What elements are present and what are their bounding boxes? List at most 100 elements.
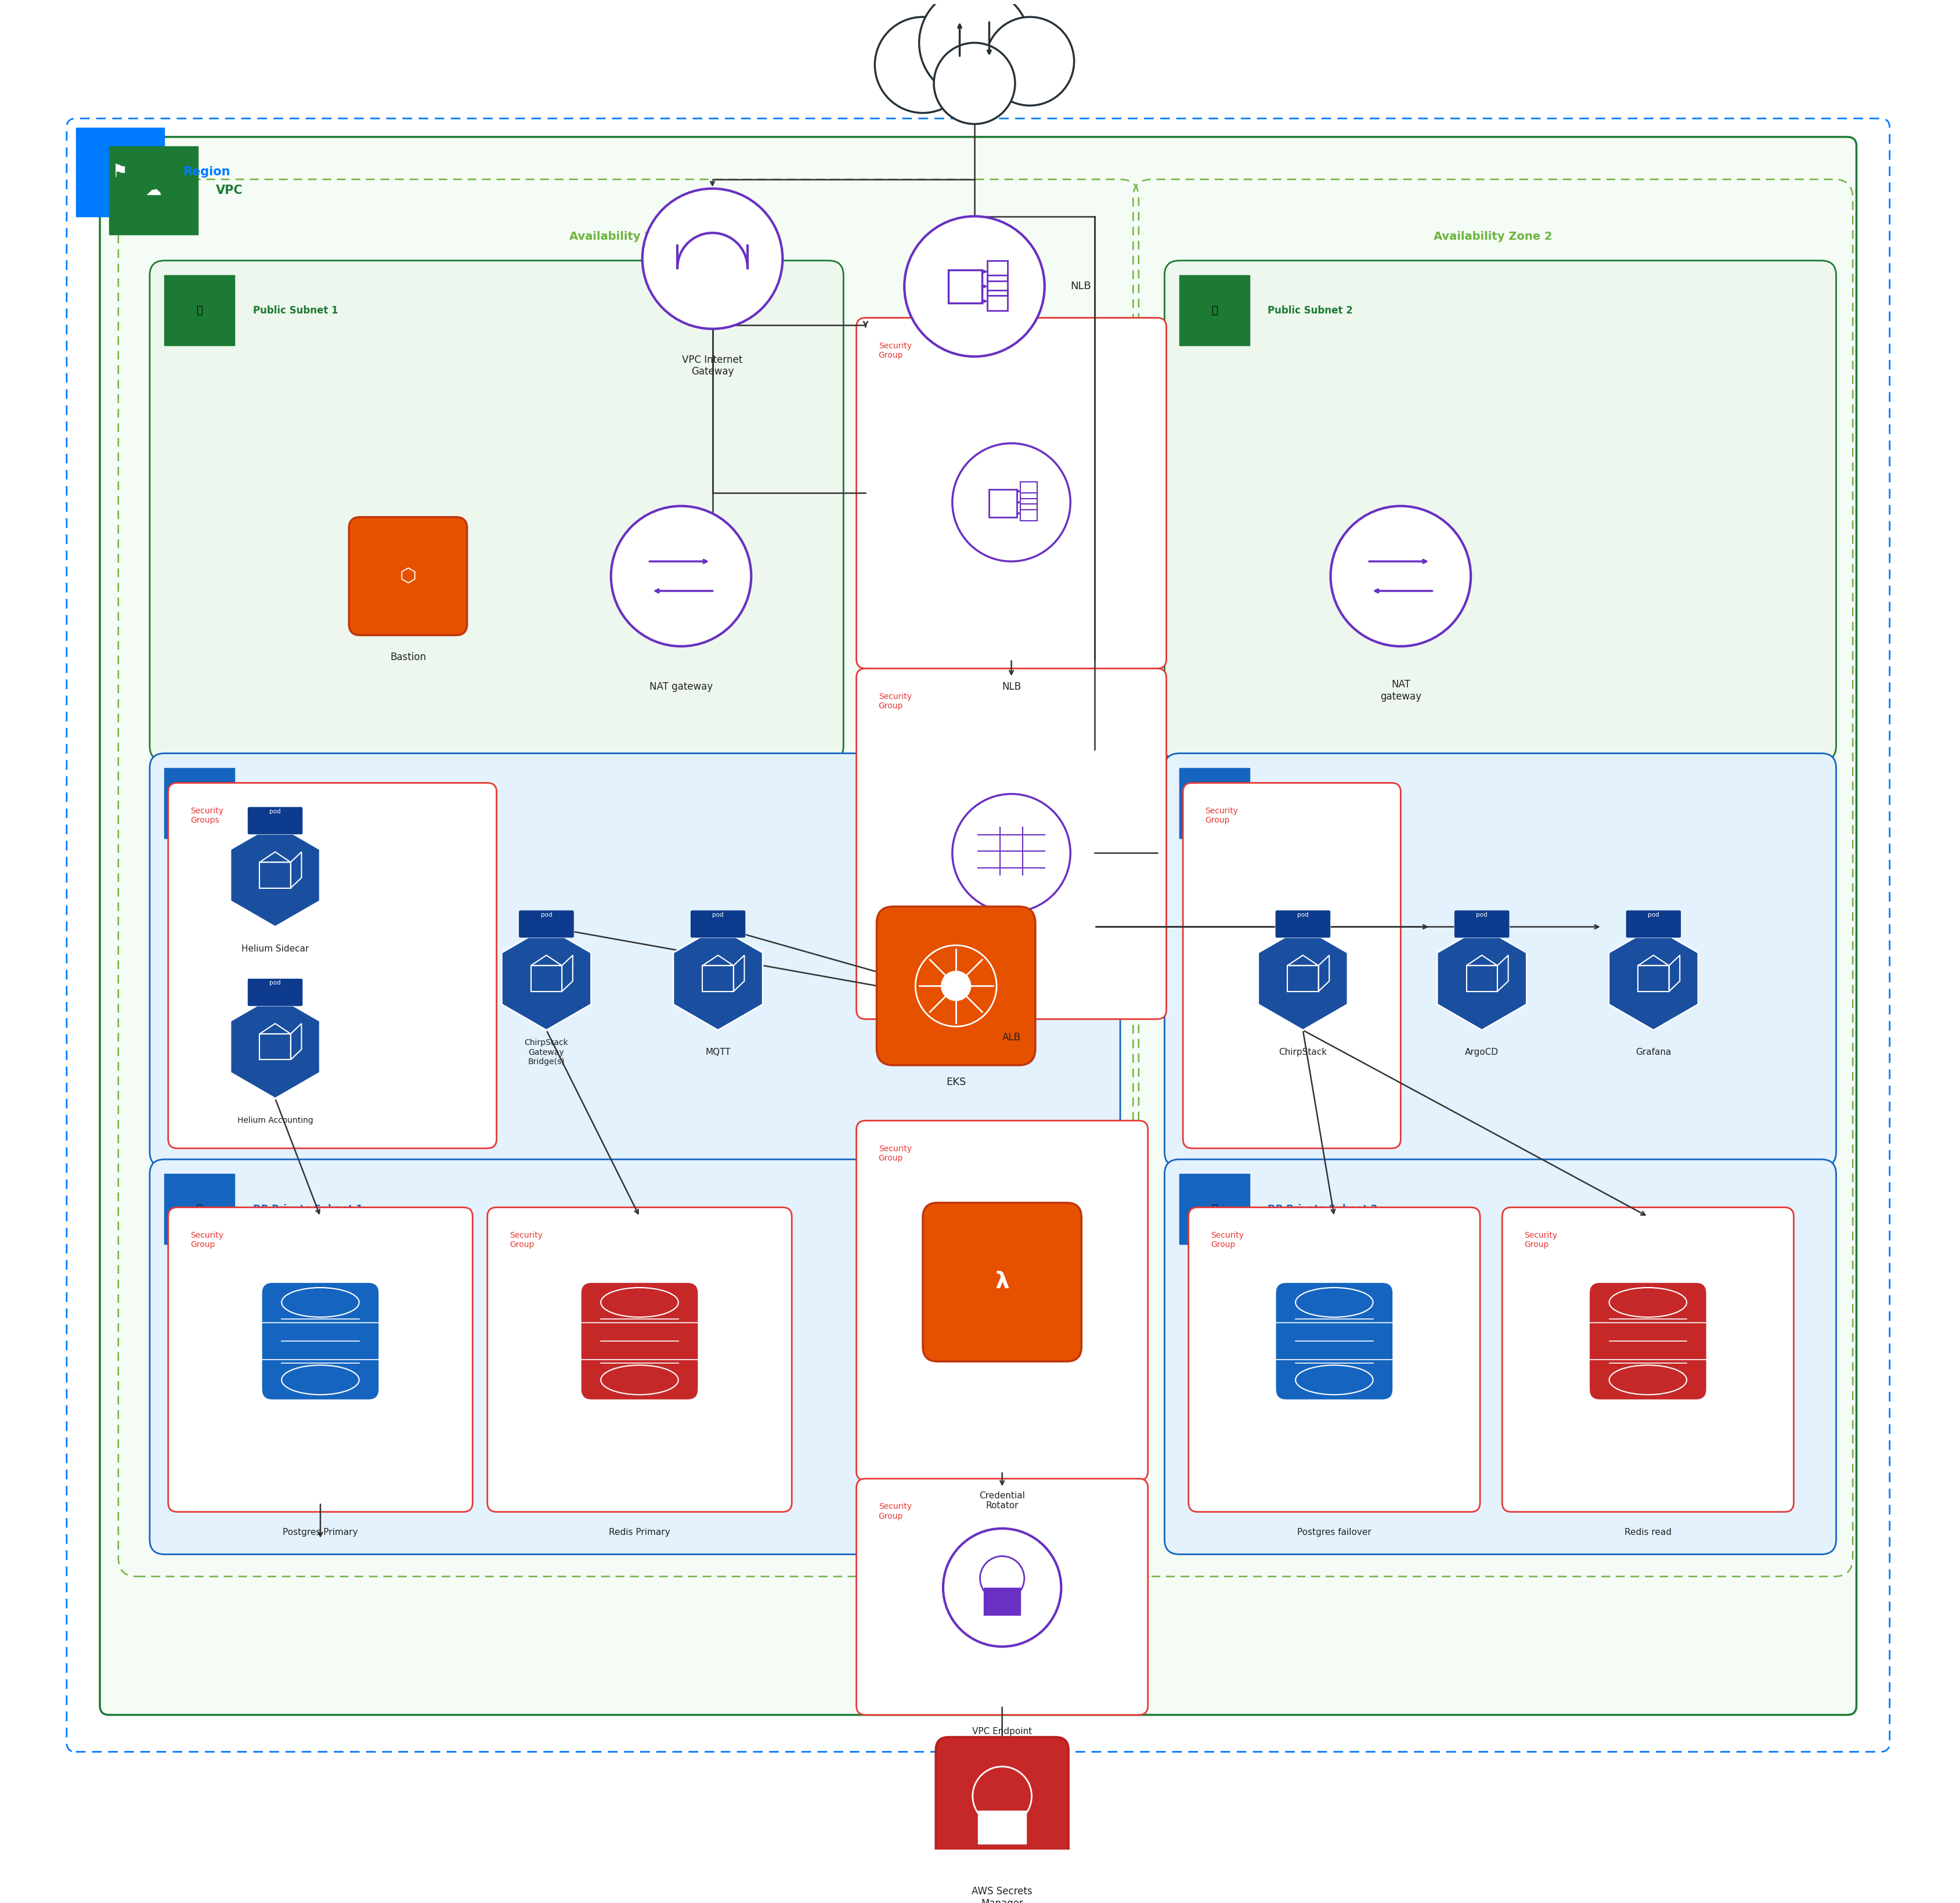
- Polygon shape: [1258, 927, 1348, 1030]
- Text: NAT
gateway: NAT gateway: [1380, 679, 1421, 702]
- Text: Public Subnet 1: Public Subnet 1: [253, 304, 339, 316]
- Text: Helium Accounting: Helium Accounting: [237, 1117, 314, 1125]
- Text: 🔒: 🔒: [196, 304, 202, 316]
- FancyBboxPatch shape: [690, 910, 745, 938]
- Text: 🔒: 🔒: [1211, 304, 1217, 316]
- FancyBboxPatch shape: [876, 906, 1035, 1066]
- Circle shape: [874, 17, 970, 112]
- Ellipse shape: [282, 1364, 359, 1395]
- Circle shape: [986, 17, 1074, 105]
- FancyBboxPatch shape: [349, 518, 466, 636]
- FancyBboxPatch shape: [1164, 1159, 1837, 1555]
- FancyBboxPatch shape: [857, 318, 1166, 668]
- Text: ArgoCD: ArgoCD: [1464, 1049, 1499, 1056]
- FancyBboxPatch shape: [1180, 769, 1249, 837]
- Circle shape: [904, 217, 1045, 356]
- FancyBboxPatch shape: [1180, 276, 1249, 346]
- Circle shape: [953, 443, 1070, 561]
- FancyBboxPatch shape: [1609, 1302, 1688, 1380]
- Text: VPC Internet
Gateway: VPC Internet Gateway: [682, 354, 743, 377]
- Text: Availability Zone 1: Availability Zone 1: [568, 230, 688, 242]
- Text: NLB: NLB: [1002, 681, 1021, 693]
- Text: MQTT: MQTT: [706, 1049, 731, 1056]
- Ellipse shape: [1296, 1364, 1374, 1395]
- Text: NLB: NLB: [1070, 282, 1092, 291]
- FancyBboxPatch shape: [1276, 1283, 1394, 1401]
- Text: pod: pod: [269, 980, 280, 986]
- Text: VPC: VPC: [216, 185, 243, 196]
- FancyBboxPatch shape: [488, 1207, 792, 1511]
- FancyBboxPatch shape: [1625, 910, 1682, 938]
- FancyBboxPatch shape: [169, 782, 496, 1148]
- FancyBboxPatch shape: [76, 128, 165, 217]
- Text: Security
Group: Security Group: [1525, 1231, 1558, 1248]
- Text: Security
Group: Security Group: [1205, 807, 1239, 824]
- Text: Grafana: Grafana: [1637, 1049, 1672, 1056]
- FancyBboxPatch shape: [149, 1159, 927, 1555]
- FancyBboxPatch shape: [165, 1174, 235, 1245]
- Text: ☁: ☁: [145, 183, 161, 198]
- FancyBboxPatch shape: [1276, 910, 1331, 938]
- FancyBboxPatch shape: [1184, 782, 1401, 1148]
- Circle shape: [919, 0, 1029, 99]
- FancyBboxPatch shape: [935, 1737, 1068, 1871]
- FancyBboxPatch shape: [247, 978, 304, 1007]
- FancyBboxPatch shape: [169, 1207, 472, 1511]
- Text: pod: pod: [1298, 912, 1309, 917]
- Ellipse shape: [1609, 1288, 1688, 1317]
- FancyBboxPatch shape: [580, 1283, 698, 1401]
- FancyBboxPatch shape: [110, 147, 198, 234]
- Circle shape: [980, 1557, 1025, 1600]
- Text: Postgres Primary: Postgres Primary: [282, 1528, 359, 1536]
- Text: 🔒: 🔒: [196, 797, 202, 809]
- Text: Public Subnet 2: Public Subnet 2: [1268, 304, 1352, 316]
- FancyBboxPatch shape: [165, 276, 235, 346]
- FancyBboxPatch shape: [984, 1587, 1021, 1616]
- Ellipse shape: [1609, 1364, 1688, 1395]
- Circle shape: [643, 188, 782, 329]
- FancyBboxPatch shape: [149, 754, 1121, 1167]
- Text: Region: Region: [182, 166, 229, 177]
- FancyBboxPatch shape: [1454, 910, 1509, 938]
- Text: Redis Primary: Redis Primary: [610, 1528, 670, 1536]
- Polygon shape: [1437, 927, 1527, 1030]
- FancyBboxPatch shape: [165, 769, 235, 837]
- Text: 🔒: 🔒: [1211, 1205, 1217, 1214]
- Polygon shape: [1609, 927, 1697, 1030]
- Text: AWS Secrets
Manager: AWS Secrets Manager: [972, 1886, 1033, 1903]
- Polygon shape: [502, 927, 592, 1030]
- FancyBboxPatch shape: [67, 118, 1889, 1753]
- Text: ChirpStack
Gateway
Bridge(s): ChirpStack Gateway Bridge(s): [525, 1039, 568, 1066]
- Text: 🔒: 🔒: [1211, 797, 1217, 809]
- Text: Helium Sidecar: Helium Sidecar: [241, 944, 310, 953]
- Text: Security
Group: Security Group: [190, 1231, 223, 1248]
- Ellipse shape: [282, 1288, 359, 1317]
- FancyBboxPatch shape: [261, 1283, 380, 1401]
- Text: Private Subnet 1: Private Subnet 1: [253, 797, 345, 809]
- FancyBboxPatch shape: [1590, 1283, 1707, 1401]
- FancyBboxPatch shape: [1501, 1207, 1793, 1511]
- Polygon shape: [672, 927, 762, 1030]
- Circle shape: [943, 1528, 1060, 1646]
- FancyBboxPatch shape: [519, 910, 574, 938]
- Text: pod: pod: [711, 912, 723, 917]
- Text: ALB: ALB: [1002, 1031, 1021, 1043]
- Text: DB Private Subnet 2: DB Private Subnet 2: [1268, 1205, 1378, 1214]
- FancyBboxPatch shape: [1188, 1207, 1480, 1511]
- FancyBboxPatch shape: [923, 1203, 1082, 1361]
- FancyBboxPatch shape: [1164, 754, 1837, 1167]
- Text: Redis read: Redis read: [1625, 1528, 1672, 1536]
- Ellipse shape: [602, 1364, 678, 1395]
- Text: Security
Group: Security Group: [1211, 1231, 1245, 1248]
- Text: Security
Group: Security Group: [878, 343, 911, 360]
- Text: DB Private Subnet 1: DB Private Subnet 1: [253, 1205, 363, 1214]
- Text: Credential
Rotator: Credential Rotator: [980, 1492, 1025, 1511]
- Ellipse shape: [602, 1288, 678, 1317]
- Ellipse shape: [1296, 1288, 1374, 1317]
- Text: Security
Group: Security Group: [878, 1503, 911, 1520]
- FancyBboxPatch shape: [1164, 261, 1837, 761]
- FancyBboxPatch shape: [602, 1302, 678, 1380]
- FancyBboxPatch shape: [1296, 1302, 1374, 1380]
- Text: Private Subnet 2: Private Subnet 2: [1268, 797, 1358, 809]
- Text: Security
Group: Security Group: [878, 693, 911, 710]
